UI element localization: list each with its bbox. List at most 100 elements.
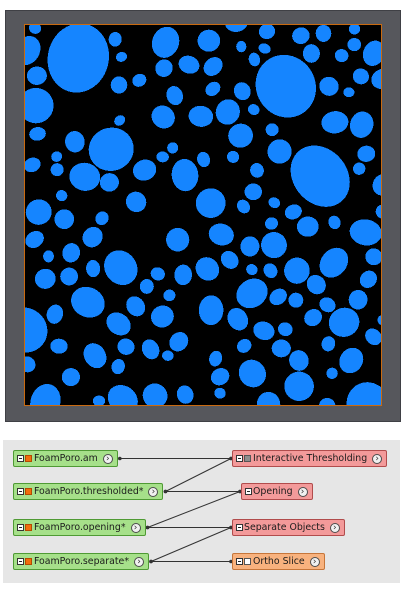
connection-line[interactable] [147, 491, 241, 528]
port-arrow-icon[interactable] [148, 486, 159, 497]
node-foamporo-am[interactable]: FoamPoro.am [13, 450, 118, 467]
pore-blob [220, 250, 239, 269]
node-label: Interactive Thresholding [253, 453, 368, 464]
collapse-toggle-icon[interactable] [236, 524, 243, 531]
pore-blob [348, 289, 368, 310]
pore-blob [156, 151, 169, 163]
node-label: Separate Objects [244, 522, 325, 533]
pore-blob [43, 250, 54, 263]
collapse-toggle-icon[interactable] [236, 455, 243, 462]
port-arrow-icon[interactable] [134, 556, 145, 567]
node-interactive-thresholding[interactable]: Interactive Thresholding [232, 450, 388, 467]
connection-line[interactable] [165, 458, 232, 492]
pore-blob [284, 371, 314, 402]
pore-blob [209, 350, 223, 367]
pore-blob [265, 217, 278, 230]
collapse-toggle-icon[interactable] [245, 488, 252, 495]
pore-blob [214, 387, 226, 399]
pore-blob [197, 151, 211, 168]
pore-blob [227, 308, 249, 331]
pore-blob [71, 286, 105, 318]
pore-blob [377, 314, 381, 326]
data-object-icon [25, 558, 32, 565]
pore-blob [25, 199, 52, 225]
pore-blob [343, 87, 355, 98]
port-arrow-icon[interactable] [309, 556, 320, 567]
pore-blob [315, 25, 332, 42]
node-foamporo-thresholded[interactable]: FoamPoro.thresholded* [13, 483, 164, 500]
pore-blob [25, 356, 36, 373]
port-arrow-icon[interactable] [102, 453, 113, 464]
pore-blob [139, 279, 154, 294]
pore-blob [25, 87, 54, 124]
data-object-icon [25, 488, 32, 495]
port-arrow-icon[interactable] [329, 522, 340, 533]
pore-blob [166, 227, 190, 252]
pore-blob [328, 307, 360, 337]
pore-blob [208, 223, 234, 246]
pore-blob [69, 162, 101, 191]
connection-line[interactable] [150, 527, 232, 562]
pore-blob [132, 159, 157, 181]
node-separate-objects[interactable]: Separate Objects [232, 519, 345, 536]
connection-endpoint [229, 559, 233, 564]
node-label: FoamPoro.separate* [34, 556, 130, 567]
node-ortho-slice[interactable]: Ortho Slice [232, 553, 325, 570]
pore-blob [224, 25, 248, 32]
collapse-toggle-icon[interactable] [17, 455, 24, 462]
viewer-viewport[interactable] [24, 24, 382, 406]
pore-blob [302, 44, 320, 63]
pore-blob [271, 339, 291, 358]
pore-blob [353, 162, 366, 175]
pore-blob [267, 139, 292, 164]
pore-blob [318, 397, 336, 405]
pore-blob [151, 105, 175, 129]
collapse-toggle-icon[interactable] [17, 524, 24, 531]
pore-blob [346, 382, 381, 405]
collapse-toggle-icon[interactable] [236, 558, 243, 565]
node-foamporo-opening[interactable]: FoamPoro.opening* [13, 519, 146, 536]
pore-blob [176, 385, 194, 404]
pore-blob [319, 297, 336, 313]
pore-blob [240, 236, 260, 257]
collapse-toggle-icon[interactable] [17, 558, 24, 565]
pore-blob [163, 289, 176, 302]
node-label: FoamPoro.opening* [34, 522, 126, 533]
pore-blob [205, 81, 221, 97]
pore-blob [359, 270, 377, 288]
pore-blob [215, 99, 240, 125]
pore-blob [319, 247, 349, 278]
pore-blob [155, 59, 173, 77]
pore-blob [126, 296, 146, 317]
collapse-toggle-icon[interactable] [17, 488, 24, 495]
pore-blob [236, 199, 251, 214]
pore-blob [65, 131, 85, 153]
port-arrow-icon[interactable] [297, 486, 308, 497]
node-opening[interactable]: Opening [241, 483, 313, 500]
project-pool[interactable]: FoamPoro.am FoamPoro.thresholded* FoamPo… [3, 440, 400, 583]
port-arrow-icon[interactable] [372, 453, 383, 464]
pore-blob [233, 82, 251, 101]
port-arrow-icon[interactable] [130, 522, 141, 533]
pore-blob [352, 68, 370, 85]
pore-blob [151, 26, 180, 58]
3d-viewer[interactable] [5, 10, 401, 422]
pore-blob [348, 25, 361, 35]
pore-blob [289, 350, 309, 371]
pore-blob [195, 257, 220, 281]
pore-blob [236, 278, 268, 309]
pore-blob [166, 86, 184, 106]
pore-blob [246, 264, 258, 276]
pore-blob [326, 367, 338, 379]
pore-blob [253, 321, 275, 341]
pore-blob [195, 188, 226, 218]
pore-blob [132, 73, 147, 87]
node-foamporo-separate[interactable]: FoamPoro.separate* [13, 553, 150, 570]
connection-endpoint [118, 456, 122, 461]
pore-blob [28, 25, 42, 34]
pore-blob [292, 27, 310, 45]
pore-blob [306, 274, 326, 295]
pore-blob [178, 55, 200, 74]
display-module-icon [244, 558, 251, 565]
pore-blob [88, 127, 134, 172]
